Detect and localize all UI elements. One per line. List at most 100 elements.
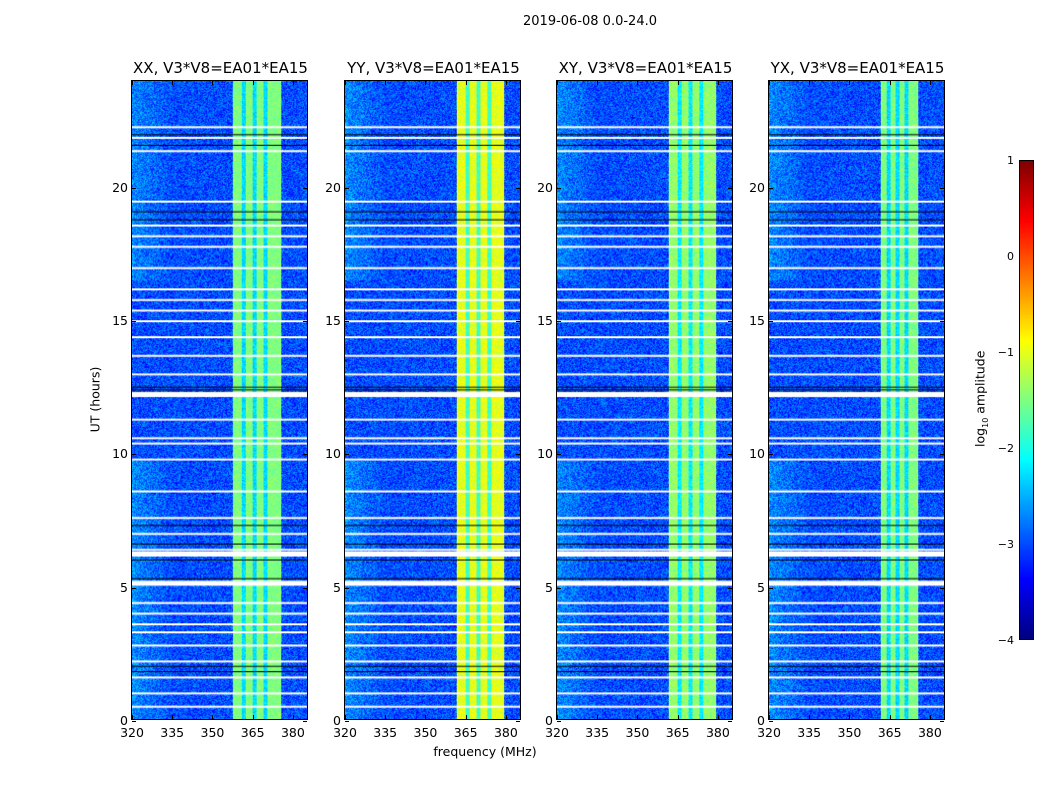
x-tick-mark xyxy=(212,81,214,85)
x-tick-mark xyxy=(929,81,931,85)
x-tick-label: 350 xyxy=(413,725,438,740)
panel-yy: YY, V3*V8=EA01*EA15 0 5 10 15 20 320 335 350 365 3… xyxy=(325,59,521,740)
y-tick-label: 5 xyxy=(757,579,765,595)
colorbar-tick-label: −4 xyxy=(997,634,1014,647)
y-tick-label: 15 xyxy=(325,313,341,328)
x-tick-label: 365 xyxy=(665,725,690,740)
x-tick-mark xyxy=(172,81,174,85)
y-tick-label: 20 xyxy=(112,179,128,195)
y-tick-mark xyxy=(516,187,520,189)
y-tick-label: 5 xyxy=(120,579,128,595)
x-tick-mark xyxy=(849,715,851,719)
x-tick-label: 365 xyxy=(453,725,478,740)
x-tick-mark xyxy=(212,715,214,719)
y-tick-mark xyxy=(345,454,349,456)
y-tick-mark xyxy=(940,587,944,589)
y-tick-label: 10 xyxy=(112,446,128,462)
heatmap-image xyxy=(132,81,307,719)
y-tick-mark xyxy=(769,587,773,589)
y-tick-mark xyxy=(303,587,307,589)
panel-xy: XY, V3*V8=EA01*EA15 0 5 10 15 20 320 335 350 365 3… xyxy=(537,59,733,740)
colorbar-tick-label: −3 xyxy=(997,538,1014,551)
y-tick-mark xyxy=(557,587,561,589)
y-tick-mark xyxy=(940,454,944,456)
y-tick-mark xyxy=(132,454,136,456)
y-tick-label: 0 xyxy=(757,713,765,728)
x-tick-label: 320 xyxy=(120,725,144,740)
x-tick-mark xyxy=(809,81,811,85)
x-tick-label: 335 xyxy=(585,725,610,740)
y-tick-mark xyxy=(345,587,349,589)
y-tick-mark xyxy=(132,721,136,722)
x-tick-mark xyxy=(929,715,931,719)
colorbar-label-tail: amplitude xyxy=(972,350,988,418)
x-tick-mark xyxy=(809,715,811,719)
heatmap-image xyxy=(345,81,520,719)
x-tick-label: 380 xyxy=(493,725,518,740)
y-tick-mark xyxy=(132,187,136,189)
x-tick-mark xyxy=(505,81,507,85)
x-tick-label: 365 xyxy=(877,725,902,740)
y-tick-mark xyxy=(728,454,732,456)
x-tick-label: 335 xyxy=(373,725,398,740)
x-tick-mark xyxy=(849,81,851,85)
x-tick-mark xyxy=(132,715,133,719)
x-tick-label: 380 xyxy=(280,725,305,740)
y-tick-label: 15 xyxy=(112,313,128,328)
x-tick-mark xyxy=(889,715,891,719)
colorbar-label-sub: 10 xyxy=(980,417,990,428)
y-tick-mark xyxy=(303,454,307,456)
figure-title: 2019-06-08 0.0-24.0 xyxy=(523,14,657,29)
y-tick-mark xyxy=(769,454,773,456)
x-tick-mark xyxy=(385,81,387,85)
x-axis-label: frequency (MHz) xyxy=(433,744,537,759)
y-tick-label: 5 xyxy=(545,579,553,595)
y-tick-mark xyxy=(345,321,349,322)
y-tick-label: 0 xyxy=(120,713,128,728)
y-tick-mark xyxy=(345,721,349,722)
x-tick-mark xyxy=(465,81,467,85)
heatmap-image xyxy=(557,81,732,719)
colorbar-tick-label: 0 xyxy=(1007,250,1014,263)
colorbar-tick-label: −2 xyxy=(997,442,1014,455)
y-tick-mark xyxy=(728,321,732,322)
x-tick-mark xyxy=(292,81,294,85)
x-tick-mark xyxy=(769,81,770,85)
y-tick-mark xyxy=(940,187,944,189)
x-tick-label: 350 xyxy=(625,725,650,740)
x-tick-label: 320 xyxy=(545,725,569,740)
heatmap-image xyxy=(769,81,944,719)
y-tick-mark xyxy=(728,721,732,722)
y-tick-mark xyxy=(769,321,773,322)
x-tick-mark xyxy=(172,715,174,719)
y-tick-label: 0 xyxy=(333,713,341,728)
x-tick-label: 380 xyxy=(705,725,730,740)
x-tick-mark xyxy=(889,81,891,85)
y-tick-mark xyxy=(132,321,136,322)
x-tick-mark xyxy=(425,715,427,719)
x-tick-mark xyxy=(557,715,558,719)
y-tick-label: 0 xyxy=(545,713,553,728)
x-tick-mark xyxy=(345,81,346,85)
x-tick-mark xyxy=(717,715,719,719)
x-tick-label: 350 xyxy=(200,725,225,740)
y-tick-mark xyxy=(940,721,944,722)
y-tick-label: 5 xyxy=(333,579,341,595)
y-tick-mark xyxy=(303,187,307,189)
y-tick-label: 20 xyxy=(749,179,765,195)
x-tick-label: 335 xyxy=(797,725,822,740)
y-tick-mark xyxy=(557,321,561,322)
x-tick-mark xyxy=(557,81,558,85)
x-tick-mark xyxy=(345,715,346,719)
y-axis-label: UT (hours) xyxy=(87,366,103,433)
y-tick-mark xyxy=(769,721,773,722)
y-tick-mark xyxy=(940,321,944,322)
y-tick-label: 10 xyxy=(749,446,765,462)
x-tick-mark xyxy=(425,81,427,85)
x-tick-mark xyxy=(252,715,254,719)
x-tick-label: 350 xyxy=(837,725,862,740)
y-tick-mark xyxy=(557,721,561,722)
x-tick-mark xyxy=(597,81,599,85)
y-tick-mark xyxy=(516,454,520,456)
